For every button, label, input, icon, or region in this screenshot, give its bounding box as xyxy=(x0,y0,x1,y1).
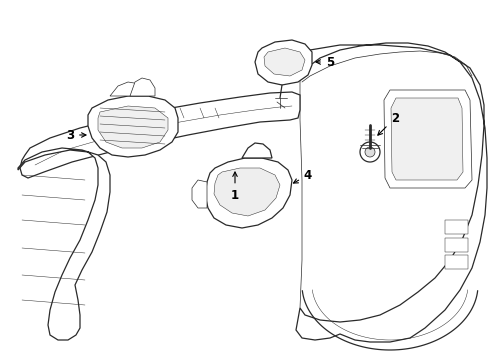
Circle shape xyxy=(259,208,266,216)
Polygon shape xyxy=(192,180,207,208)
Circle shape xyxy=(237,212,244,219)
Polygon shape xyxy=(205,158,292,228)
Polygon shape xyxy=(445,220,468,234)
Text: 1: 1 xyxy=(231,172,239,202)
Text: 5: 5 xyxy=(316,55,334,68)
Polygon shape xyxy=(296,43,487,342)
Circle shape xyxy=(226,171,234,179)
Text: 4: 4 xyxy=(294,168,312,183)
Polygon shape xyxy=(255,40,312,85)
Text: 2: 2 xyxy=(378,112,399,135)
Polygon shape xyxy=(18,148,110,340)
Circle shape xyxy=(271,181,278,189)
Polygon shape xyxy=(264,48,305,76)
Polygon shape xyxy=(88,96,178,157)
Circle shape xyxy=(274,197,281,203)
Text: 3: 3 xyxy=(66,129,86,141)
Polygon shape xyxy=(391,98,463,180)
Polygon shape xyxy=(214,168,280,216)
Polygon shape xyxy=(110,82,148,96)
Circle shape xyxy=(217,202,223,208)
Circle shape xyxy=(360,142,380,162)
Circle shape xyxy=(254,168,262,176)
Polygon shape xyxy=(242,143,272,158)
Polygon shape xyxy=(445,238,468,252)
Polygon shape xyxy=(20,92,300,178)
Polygon shape xyxy=(98,106,168,148)
Circle shape xyxy=(57,323,67,333)
Polygon shape xyxy=(130,78,155,96)
Polygon shape xyxy=(384,90,472,188)
Circle shape xyxy=(210,189,217,195)
Circle shape xyxy=(365,147,375,157)
Polygon shape xyxy=(445,255,468,269)
